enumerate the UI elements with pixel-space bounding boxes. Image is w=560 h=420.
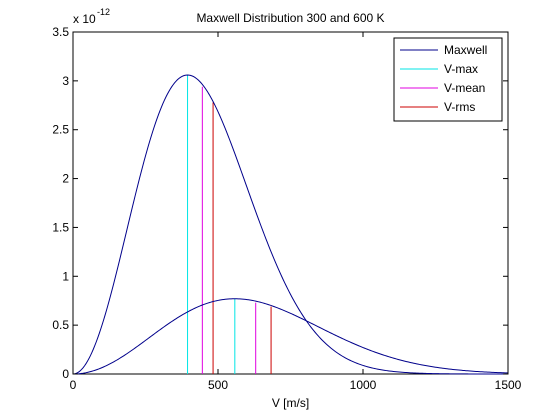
y-tick-label: 3.5 [52,25,69,39]
maxwell-curve-300k [72,74,508,375]
chart-title: Maxwell Distribution 300 and 600 K [196,11,384,25]
x-tick-label: 1500 [495,378,522,392]
maxwell-curves [72,74,509,375]
x-tick-label: 500 [208,378,228,392]
axis-ticks: 0 500 1000 1500 0 0.5 1 1.5 2 2.5 3 3.5 [52,25,521,392]
legend: Maxwell V-max V-mean V-rms [393,37,503,122]
y-tick-label: 0 [62,367,69,381]
y-tick-label: 1.5 [52,220,69,234]
maxwell-curve-600k [72,298,509,375]
y-exponent-label: x 10 -12 [73,7,110,26]
y-tick-label: 3 [62,74,69,88]
y-exponent-power: -12 [97,7,110,17]
y-tick-label: 0.5 [52,318,69,332]
y-tick-label: 2.5 [52,123,69,137]
y-tick-label: 1 [62,269,69,283]
x-tick-label: 1000 [350,378,377,392]
legend-label-v-max: V-max [444,62,478,76]
velocity-markers [187,74,272,374]
legend-label-v-rms: V-rms [444,100,475,114]
y-exponent-base: x 10 [73,12,96,26]
y-tick-label: 2 [62,172,69,186]
legend-label-v-mean: V-mean [444,81,485,95]
legend-label-maxwell: Maxwell [444,43,487,57]
x-axis-label: V [m/s] [272,396,309,410]
x-tick-label: 0 [70,378,77,392]
